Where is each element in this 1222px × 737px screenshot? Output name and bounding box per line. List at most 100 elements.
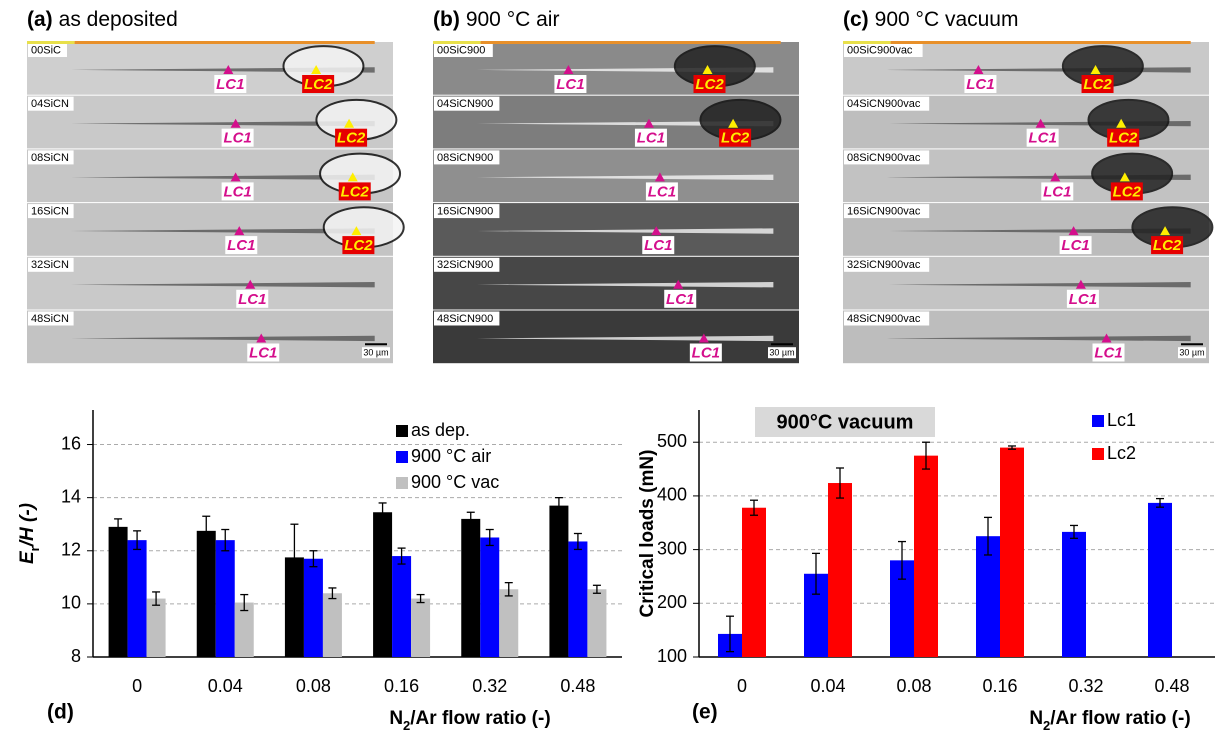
sample-label-box — [844, 257, 930, 272]
load-label-box — [335, 128, 368, 147]
x-label-part: N — [1029, 708, 1043, 729]
sample-label: 08SiCN900vac — [847, 152, 921, 164]
load-marker — [1035, 118, 1046, 128]
legend-swatch — [396, 451, 408, 463]
load-label-box — [1110, 182, 1143, 201]
load-label: LC2 — [304, 76, 333, 93]
load-label-box — [719, 128, 752, 147]
load-label: LC2 — [1109, 130, 1138, 147]
load-label: LC1 — [223, 130, 251, 147]
bar — [108, 526, 128, 657]
scratch-track — [70, 335, 375, 342]
bar — [411, 598, 431, 657]
sample-label: 00SiC900 — [437, 44, 485, 56]
sample-label-box — [434, 204, 500, 219]
load-label: LC1 — [238, 291, 266, 308]
sample-label: 48SiCN900 — [437, 313, 493, 325]
scratch-track — [70, 120, 375, 127]
sample-label-box — [844, 311, 930, 326]
error-bar — [328, 587, 337, 600]
sample-label: 04SiCN900vac — [847, 98, 921, 110]
panel-title-text: as deposited — [59, 8, 178, 31]
y-label-part: E — [17, 550, 38, 564]
sample-label: 16SiCN900 — [437, 206, 493, 218]
load-label: LC1 — [223, 183, 251, 200]
scratch-direction-bar — [480, 41, 781, 44]
load-marker — [1160, 226, 1171, 236]
error-bar — [221, 528, 230, 552]
load-marker — [1101, 333, 1112, 343]
x-tick-label: 0.32 — [1068, 676, 1103, 696]
sample-label: 16SiCN — [31, 206, 69, 218]
scratch-track — [476, 335, 774, 342]
load-marker — [1068, 226, 1079, 236]
load-label-box — [225, 236, 258, 255]
load-label-box — [1066, 289, 1099, 308]
x-tick-label: 0.16 — [982, 676, 1017, 696]
panel-label: (b) — [433, 8, 460, 31]
scratch-track — [886, 335, 1191, 342]
x-axis-label: N2/Ar flow ratio (-) — [389, 708, 550, 733]
sample-label: 08SiCN — [31, 152, 69, 164]
y-tick-label: 10 — [61, 593, 81, 613]
y-tick-label: 16 — [61, 433, 81, 453]
x-tick-label: 0.08 — [896, 676, 931, 696]
scratch-direction-bar — [74, 41, 375, 44]
load-label: LC2 — [344, 237, 373, 254]
error-bar — [1156, 497, 1164, 508]
load-label-box — [236, 289, 269, 308]
error-bar — [1070, 524, 1078, 539]
x-label-part: N — [389, 708, 403, 729]
load-label: LC1 — [249, 344, 277, 361]
scale-bar-box — [768, 347, 796, 359]
load-marker — [1119, 172, 1130, 182]
legend-label: Lc2 — [1107, 443, 1136, 463]
sample-label: 48SiCN900vac — [847, 313, 921, 325]
sample-label-box — [434, 96, 500, 111]
x-label-part: /Ar flow ratio (-) — [1050, 708, 1190, 729]
bar — [549, 505, 569, 657]
load-label-box — [554, 75, 587, 93]
load-label: LC1 — [644, 237, 672, 254]
y-tick-label: 12 — [61, 540, 81, 560]
bar — [742, 507, 766, 657]
load-marker — [311, 65, 322, 74]
y-tick-label: 8 — [71, 646, 81, 666]
sample-label: 32SiCN900 — [437, 259, 493, 271]
y-tick-label: 500 — [657, 431, 687, 451]
x-label-part: 2 — [1043, 718, 1050, 733]
y-label-part: /H (-) — [17, 503, 38, 547]
x-label-part: 2 — [403, 718, 410, 733]
bar — [568, 541, 588, 657]
load-label-box — [964, 75, 997, 93]
load-marker — [234, 226, 245, 236]
y-axis-label: Er/H (-) — [17, 503, 42, 564]
scale-bar-label: 30 µm — [769, 348, 794, 358]
error-bar — [812, 552, 820, 595]
panel-label: (e) — [692, 701, 718, 724]
bar — [461, 518, 481, 657]
x-tick-label: 0 — [132, 676, 142, 696]
load-marker — [728, 118, 739, 128]
scratch-track — [476, 174, 774, 181]
sample-label: 00SiC — [31, 44, 61, 56]
bar — [914, 455, 938, 657]
load-label: LC1 — [227, 237, 255, 254]
load-label: LC2 — [337, 130, 366, 147]
sample-label-box — [434, 150, 500, 165]
load-marker — [351, 226, 362, 236]
sample-label-box — [28, 150, 74, 165]
load-marker — [563, 65, 574, 74]
panel-label: (c) — [843, 8, 869, 31]
load-label: LC2 — [341, 183, 370, 200]
scratch-direction-start — [433, 41, 481, 44]
sample-label-box — [844, 204, 930, 219]
title-box — [755, 407, 935, 437]
load-label: LC1 — [1028, 130, 1056, 147]
legend-label: 900 °C air — [411, 446, 491, 466]
scratch-track — [886, 282, 1191, 288]
load-label: LC2 — [695, 76, 724, 93]
error-bar — [290, 523, 299, 592]
scale-bar-box — [362, 347, 390, 359]
